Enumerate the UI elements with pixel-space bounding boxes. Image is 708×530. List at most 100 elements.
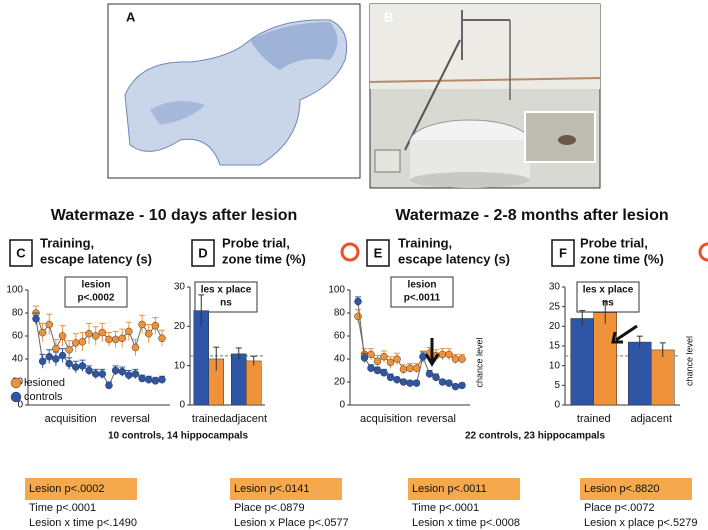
- data-point: [158, 334, 166, 343]
- data-point: [125, 327, 133, 336]
- zone-icon: [698, 242, 708, 262]
- panel-label: D: [198, 245, 207, 260]
- data-point: [399, 365, 408, 374]
- data-point: [52, 344, 60, 353]
- stats-line: Lesion x Place p<.0577: [234, 517, 349, 529]
- arrow: [424, 338, 440, 367]
- annotation-box: [194, 281, 258, 313]
- y-tick-label: 20: [334, 377, 346, 388]
- panel-title: zone time (%): [580, 251, 664, 266]
- data-point: [131, 343, 140, 352]
- legend-marker: [10, 377, 22, 389]
- annotation: les x place: [583, 285, 634, 296]
- panel-label: F: [559, 245, 567, 260]
- data-point: [111, 335, 120, 344]
- y-tick-label: 60: [12, 331, 24, 342]
- x-tick-label: adjacent: [225, 413, 267, 425]
- data-point: [138, 374, 146, 383]
- annotation-box: [576, 281, 640, 313]
- data-point: [125, 371, 133, 379]
- panel-label-box: [191, 239, 215, 267]
- y-tick-label: 15: [549, 341, 561, 352]
- y-tick-label: 80: [334, 308, 346, 319]
- data-point: [58, 332, 67, 340]
- x-group-label: reversal: [111, 413, 150, 425]
- annotation: ns: [220, 298, 232, 309]
- bar: [593, 312, 617, 406]
- y-tick-label: 100: [6, 285, 23, 296]
- stats-highlight: Lesion p<.0141: [234, 483, 310, 495]
- y-tick-label: 0: [339, 400, 345, 411]
- subtitle: 22 controls, 23 hippocampals: [465, 431, 605, 442]
- data-point: [78, 338, 87, 346]
- panel-title: Probe trial,: [222, 235, 290, 250]
- data-point: [438, 378, 447, 386]
- data-point: [45, 320, 54, 329]
- y-tick-label: 0: [554, 400, 560, 411]
- x-tick-label: trained: [577, 413, 611, 425]
- panel-title: Training,: [40, 235, 94, 250]
- data-point: [85, 366, 93, 375]
- data-point: [111, 366, 120, 375]
- annotation: ns: [602, 298, 614, 309]
- stats-line: Place p<.0072: [584, 502, 655, 514]
- y-tick-label: 60: [334, 331, 346, 342]
- legend-label: controls: [24, 391, 63, 403]
- panel-label-box: [551, 239, 575, 267]
- data-point: [105, 381, 113, 390]
- x-group-label: reversal: [417, 413, 456, 425]
- data-point: [52, 355, 60, 363]
- stats-line: Time p<.0001: [412, 502, 479, 514]
- data-point: [451, 355, 460, 363]
- data-point: [58, 351, 67, 360]
- panel-title: Training,: [398, 235, 452, 250]
- y-tick-label: 5: [554, 380, 560, 391]
- stats-line: Lesion x time p<.0008: [412, 517, 520, 529]
- data-point: [72, 339, 80, 347]
- data-point: [151, 321, 160, 330]
- data-point: [65, 359, 73, 368]
- chance-label: chance level: [474, 337, 484, 387]
- series-line: [357, 301, 463, 388]
- data-point: [45, 352, 54, 361]
- data-point: [445, 350, 453, 359]
- data-point: [72, 363, 80, 371]
- stats-highlight-box: [408, 478, 520, 500]
- data-point: [393, 375, 401, 384]
- panel-title: Probe trial,: [580, 235, 648, 250]
- y-tick-label: 10: [174, 360, 186, 371]
- panel-label: A: [126, 9, 136, 24]
- arrow: [611, 324, 638, 344]
- data-point: [393, 355, 401, 363]
- data-point: [386, 358, 395, 367]
- data-point: [406, 364, 414, 372]
- series-line: [357, 316, 462, 370]
- annotation-box: [64, 276, 128, 308]
- data-point: [380, 369, 388, 377]
- annotation: p<.0011: [404, 293, 441, 304]
- annotation: lesion: [82, 280, 111, 291]
- data-point: [118, 367, 126, 376]
- y-tick-label: 20: [549, 321, 561, 332]
- data-point: [458, 381, 466, 390]
- subtitle: 10 controls, 14 hippocampals: [108, 431, 248, 442]
- stats-line: Time p<.0001: [29, 502, 96, 514]
- heading: Watermaze - 2-8 months after lesion: [395, 207, 668, 224]
- panel-title: escape latency (s): [40, 251, 152, 266]
- data-point: [399, 378, 408, 386]
- stats-highlight: Lesion p<.8820: [584, 483, 660, 495]
- data-point: [78, 362, 87, 370]
- y-tick-label: 30: [174, 282, 186, 293]
- data-point: [438, 350, 447, 359]
- y-tick-label: 100: [328, 285, 345, 296]
- data-point: [373, 366, 382, 375]
- annotation: lesion: [408, 280, 437, 291]
- data-point: [65, 346, 73, 354]
- legend-marker: [10, 391, 22, 403]
- data-point: [38, 328, 47, 337]
- bar: [246, 360, 262, 406]
- data-point: [451, 382, 460, 391]
- data-point: [91, 370, 100, 378]
- y-tick-label: 0: [179, 400, 185, 411]
- data-point: [138, 320, 146, 329]
